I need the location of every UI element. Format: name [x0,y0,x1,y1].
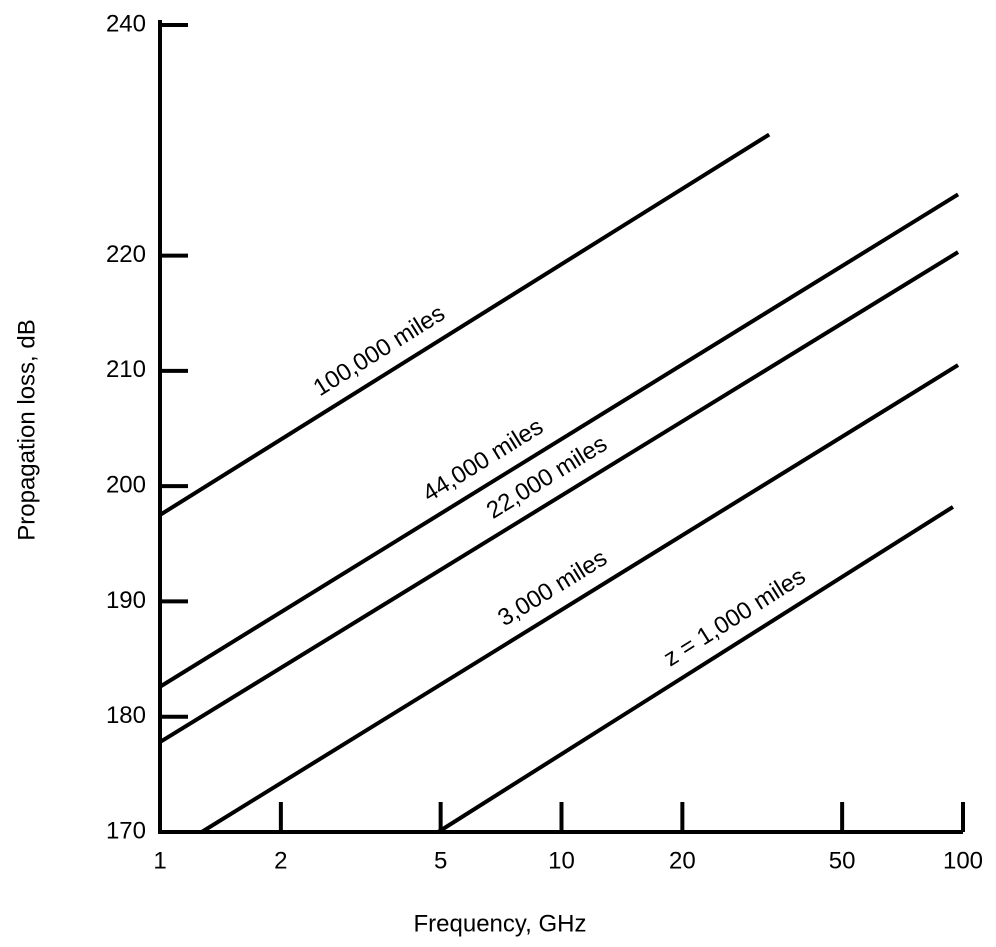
x-tick-label: 10 [548,847,575,874]
series-line [158,192,960,689]
y-tick-label: 220 [106,241,146,268]
x-axis-label: Frequency, GHz [414,910,587,937]
series-line [200,363,960,834]
series-line [437,505,955,834]
series-line [158,250,960,744]
y-tick-label: 210 [106,356,146,383]
x-tick-label: 5 [434,847,447,874]
series-line [158,132,771,517]
y-axis-label: Propagation loss, dB [13,319,40,540]
line-label: z = 1,000 miles [659,563,810,672]
y-tick-label: 240 [106,10,146,37]
x-tick-label: 50 [829,847,856,874]
y-tick-label: 170 [106,817,146,844]
y-tick-label: 200 [106,471,146,498]
y-tick-label: 180 [106,702,146,729]
x-tick-label: 100 [943,847,983,874]
y-tick-label: 190 [106,587,146,614]
x-tick-label: 1 [153,847,166,874]
x-tick-label: 2 [274,847,287,874]
line-label: 100,000 miles [309,300,450,402]
x-tick-label: 20 [669,847,696,874]
